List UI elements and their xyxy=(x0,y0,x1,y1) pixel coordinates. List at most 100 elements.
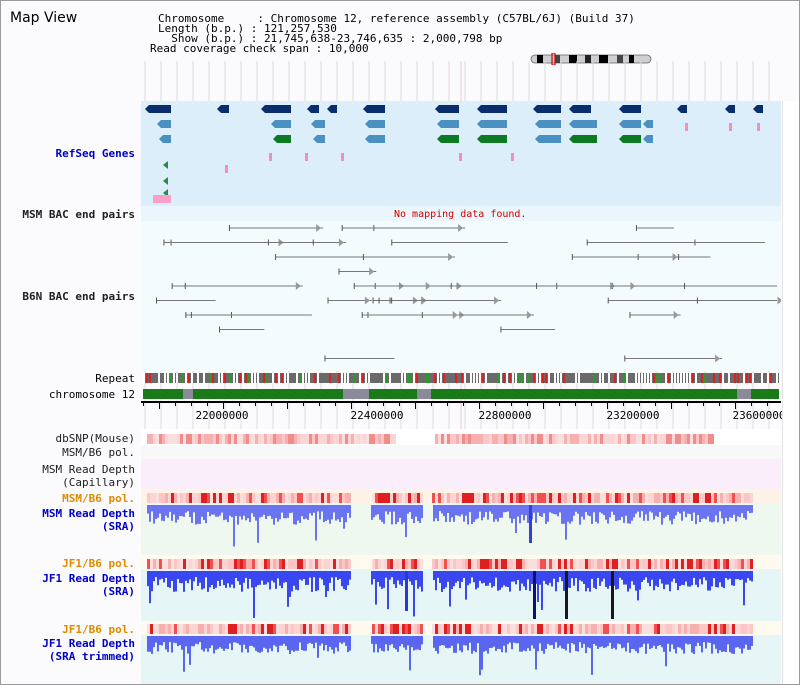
depth-bar xyxy=(637,505,639,512)
repeat-mark xyxy=(284,373,286,383)
depth-bar xyxy=(219,505,221,516)
heat-cell xyxy=(630,434,633,444)
depth-bar xyxy=(563,505,565,524)
depth-bar xyxy=(293,636,295,652)
heat-cell xyxy=(237,434,240,444)
depth-bar xyxy=(679,636,681,648)
heat-cell xyxy=(174,493,177,503)
depth-bar xyxy=(267,505,269,517)
heat-cell xyxy=(552,493,555,503)
heat-cell xyxy=(216,624,219,634)
depth-bar xyxy=(665,636,667,667)
depth-bar xyxy=(509,571,511,592)
depth-bar xyxy=(467,571,469,586)
refseq-genes-track[interactable] xyxy=(141,101,781,206)
region-marker xyxy=(551,53,556,65)
gene-mark xyxy=(305,153,308,161)
heat-cell xyxy=(414,559,417,569)
depth-bar xyxy=(199,571,201,583)
depth-bar xyxy=(479,571,481,581)
heat-cell xyxy=(519,559,522,569)
depth-bar xyxy=(417,636,419,650)
depth-bar xyxy=(209,636,211,649)
heat-cell xyxy=(732,559,735,569)
depth-bar xyxy=(487,636,489,654)
heat-cell xyxy=(483,434,486,444)
gene-feature xyxy=(441,120,459,128)
depth-bar xyxy=(537,636,539,652)
heat-cell xyxy=(627,624,630,634)
heat-cell xyxy=(183,624,186,634)
depth-bar xyxy=(471,571,473,578)
repeat-track[interactable] xyxy=(141,373,781,383)
heat-cell xyxy=(228,624,231,634)
depth-bar xyxy=(229,571,231,588)
show-value: 21,745,638-23,746,635 : 2,000,798 bp xyxy=(263,32,503,45)
heat-cell xyxy=(576,624,579,634)
heat-cell xyxy=(708,434,711,444)
depth-bar xyxy=(603,636,605,648)
depth-bar xyxy=(681,571,683,585)
heat-cell xyxy=(348,434,351,444)
heat-cell xyxy=(420,493,423,503)
heat-cell xyxy=(579,493,582,503)
heat-cell xyxy=(435,559,438,569)
chromosome-track[interactable] xyxy=(141,389,781,399)
heat-cell xyxy=(723,624,726,634)
depth-bar xyxy=(649,571,651,587)
heat-cell xyxy=(675,624,678,634)
heat-cell xyxy=(483,493,486,503)
heat-cell xyxy=(294,493,297,503)
heat-cell xyxy=(441,493,444,503)
depth-bar xyxy=(449,636,451,648)
repeat-mark xyxy=(434,373,436,383)
depth-bar xyxy=(441,505,443,514)
depth-bar xyxy=(457,571,459,582)
depth-bar xyxy=(651,636,653,648)
depth-bar xyxy=(493,505,495,522)
bac-arrow xyxy=(715,354,721,363)
heat-cell xyxy=(663,434,666,444)
depth-bar xyxy=(419,636,421,651)
heat-cell xyxy=(528,624,531,634)
heat-cell xyxy=(744,559,747,569)
depth-bar xyxy=(497,505,499,522)
lower-tracks[interactable] xyxy=(141,429,781,684)
heat-cell xyxy=(477,434,480,444)
gene-feature xyxy=(481,135,507,143)
b6n-bac-track[interactable] xyxy=(141,221,781,371)
bac-arrow xyxy=(316,224,322,232)
depth-bar xyxy=(517,505,519,517)
depth-bar xyxy=(725,505,727,518)
depth-bar xyxy=(747,505,749,512)
depth-bar xyxy=(229,636,231,644)
heat-cell xyxy=(477,624,480,634)
refseq-genes-label[interactable]: RefSeq Genes xyxy=(55,147,135,160)
depth-bar xyxy=(513,636,515,643)
axis-tick xyxy=(175,403,176,406)
depth-bar xyxy=(277,571,279,579)
repeat-mark xyxy=(485,373,487,383)
heat-cell xyxy=(288,493,291,503)
heat-cell xyxy=(375,624,378,634)
repeat-mark xyxy=(188,373,190,383)
axis-tick xyxy=(527,403,528,406)
heat-cell xyxy=(411,493,414,503)
depth-bar xyxy=(487,505,489,520)
heat-cell xyxy=(438,624,441,634)
depth-bar xyxy=(321,636,323,644)
heat-cell xyxy=(594,559,597,569)
heat-cell xyxy=(303,493,306,503)
depth-bar xyxy=(685,571,687,582)
heat-cell xyxy=(591,434,594,444)
repeat-mark xyxy=(746,373,748,383)
gene-arrow xyxy=(619,135,623,143)
heat-cell xyxy=(495,434,498,444)
heat-cell xyxy=(582,624,585,634)
gene-feature xyxy=(729,105,735,113)
heat-cell xyxy=(681,559,684,569)
depth-bar xyxy=(165,571,167,578)
depth-bar xyxy=(627,636,629,643)
repeat-mark xyxy=(338,373,340,383)
depth-bar xyxy=(345,636,347,646)
